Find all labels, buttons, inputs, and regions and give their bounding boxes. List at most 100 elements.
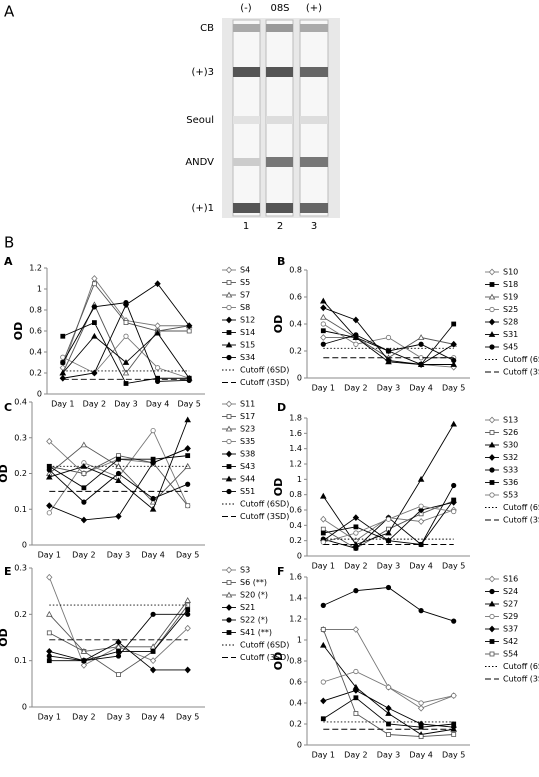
marker <box>60 354 66 360</box>
marker <box>353 545 359 551</box>
legend-label: S45 <box>503 343 518 352</box>
legend-label: S35 <box>240 437 255 446</box>
legend-label: S37 <box>503 625 518 634</box>
y-tick-label: 1.2 <box>289 615 302 624</box>
lane-number: 2 <box>277 221 283 232</box>
y-tick-label: 0.8 <box>29 306 42 315</box>
marker <box>184 666 191 674</box>
row-label: (+)3 <box>191 67 214 78</box>
marker <box>385 516 392 522</box>
x-tick-label: Day 5 <box>442 384 465 393</box>
marker <box>150 649 156 654</box>
marker <box>59 369 67 376</box>
marker <box>385 584 392 591</box>
panel-label: F <box>277 565 285 578</box>
row-label: ANDV <box>185 157 214 168</box>
legend-marker <box>488 318 496 326</box>
marker <box>418 607 424 614</box>
x-tick-label: Day 2 <box>72 551 95 560</box>
band <box>300 203 328 213</box>
y-tick-label: 0.8 <box>289 657 302 666</box>
y-tick-label: 1 <box>37 285 42 294</box>
marker <box>116 649 121 654</box>
legend-label: S12 <box>240 316 255 325</box>
y-tick-label: 0.6 <box>289 678 302 687</box>
marker <box>115 643 122 650</box>
marker <box>418 503 424 509</box>
y-tick-label: 0.8 <box>289 490 302 499</box>
legend-label: S27 <box>503 600 518 609</box>
y-tick-label: 1.6 <box>289 573 302 582</box>
marker <box>320 334 327 341</box>
marker <box>320 539 326 545</box>
band <box>266 203 293 213</box>
marker <box>320 328 326 334</box>
chart: B OD 0 0.2 0.4 0.6 0.8 Day 1 Day 2 Day 3 Day 4 Day … <box>272 255 539 393</box>
legend-label: S8 <box>240 303 250 312</box>
y-axis-label: OD <box>272 478 285 496</box>
marker <box>154 280 161 288</box>
x-tick-label: Day 1 <box>38 713 61 722</box>
band <box>266 24 293 32</box>
marker <box>46 502 53 510</box>
x-tick-label: Day 2 <box>72 713 95 722</box>
marker <box>46 658 52 664</box>
band <box>233 67 260 77</box>
y-tick-label: 1.2 <box>29 264 42 273</box>
legend-label: S54 <box>503 650 518 659</box>
marker <box>386 538 391 544</box>
legend-marker <box>489 306 495 313</box>
marker <box>417 334 425 340</box>
legend-label: S30 <box>503 441 518 450</box>
y-tick-label: 0.6 <box>289 506 302 515</box>
marker <box>185 503 191 509</box>
marker <box>385 710 392 716</box>
y-tick-label: 0.2 <box>289 720 302 729</box>
marker <box>353 588 359 594</box>
lane-number: 3 <box>311 221 317 232</box>
lane-label: 08S <box>270 3 289 14</box>
series-line <box>323 505 454 543</box>
legend-marker <box>225 400 233 408</box>
panel-label: A <box>4 255 13 268</box>
marker <box>46 510 52 516</box>
marker <box>115 638 122 646</box>
marker <box>320 297 327 304</box>
legend-label: S13 <box>503 416 518 425</box>
x-tick-label: Day 5 <box>176 551 199 560</box>
marker <box>320 526 326 532</box>
chart: D OD 0 0.2 0.4 0.6 0.8 1 1.2 1.4 1.6 1.8 Day 1 Day 2 D… <box>272 401 539 571</box>
panel-label: D <box>277 401 286 414</box>
marker <box>80 441 88 448</box>
chart: C OD 0 0.1 0.2 0.3 0.4 Day 1 Day 2 Day 3 Day 4 Day … <box>0 398 289 560</box>
legend-marker <box>226 580 232 585</box>
panel-label: C <box>4 401 12 414</box>
legend-label: S18 <box>503 280 518 289</box>
x-tick-label: Day 4 <box>409 751 432 760</box>
y-tick-label: 1.2 <box>289 460 302 469</box>
marker <box>186 377 192 383</box>
marker <box>451 357 457 364</box>
legend-label: S5 <box>240 278 250 287</box>
legend-label: Cutoff (6SD) <box>503 503 539 512</box>
legend-marker <box>489 480 495 485</box>
x-tick-label: Day 1 <box>312 562 335 571</box>
x-tick-label: Day 3 <box>107 551 130 560</box>
band <box>300 116 328 124</box>
marker <box>450 420 457 427</box>
marker <box>451 693 457 699</box>
legend-label: Cutoff (3SD) <box>503 675 539 684</box>
legend-marker <box>489 588 495 595</box>
x-tick-label: Day 5 <box>442 751 465 760</box>
x-tick-label: Day 5 <box>177 400 200 409</box>
x-tick-label: Day 3 <box>377 751 400 760</box>
marker <box>91 332 98 339</box>
legend-label: S25 <box>503 305 518 314</box>
band <box>300 67 328 77</box>
marker <box>91 304 98 310</box>
x-tick-label: Day 1 <box>51 400 74 409</box>
y-tick-label: 0 <box>297 374 302 383</box>
legend-marker <box>489 651 495 657</box>
band <box>266 157 293 167</box>
legend-marker <box>489 282 495 287</box>
